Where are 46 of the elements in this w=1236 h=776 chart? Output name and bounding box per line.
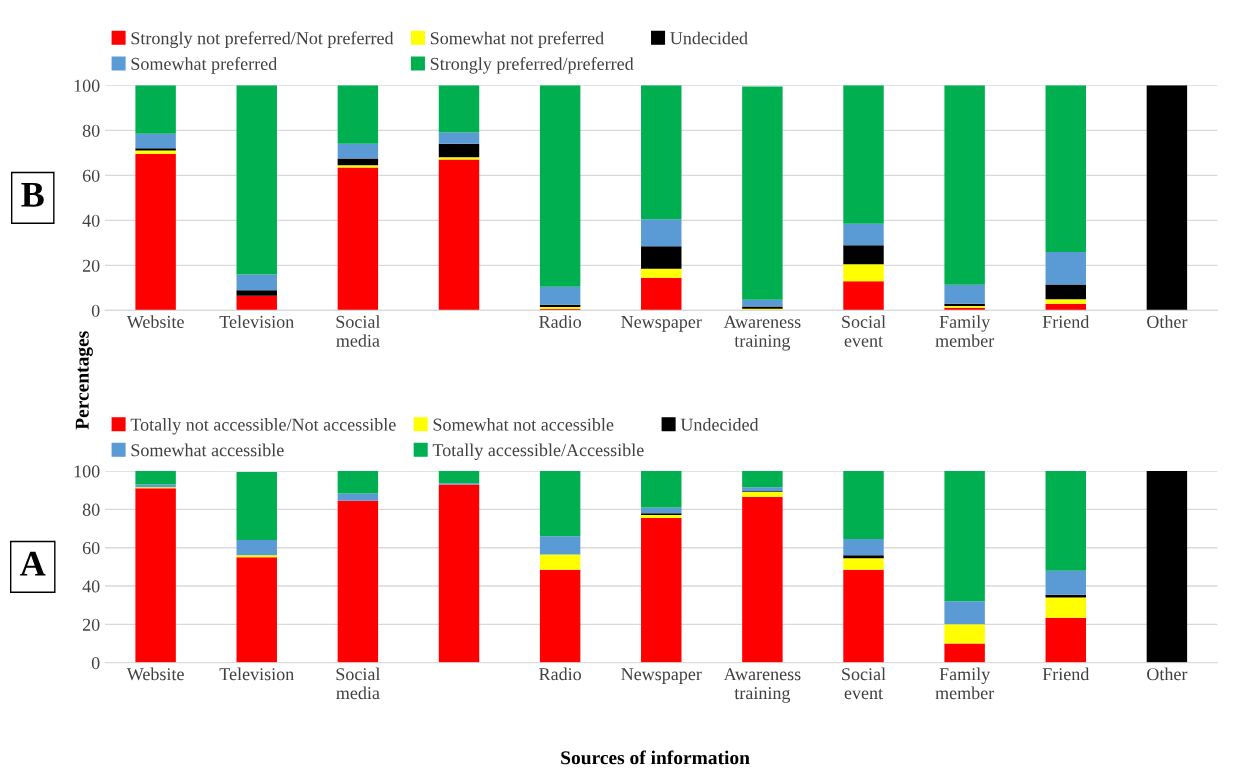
x-tick-label: Friend	[1042, 315, 1090, 328]
x-tick-label: Other	[1147, 315, 1188, 328]
x-tick-label: Newspaper	[621, 315, 702, 332]
y-tick-label: 80	[82, 503, 100, 516]
legend-label: Totally not accessible/Not accessible	[130, 418, 396, 435]
x-tick-label: Radio	[539, 667, 582, 681]
x-tick-label: Newspaper	[621, 668, 702, 684]
legend-label: Undecided	[680, 418, 759, 431]
y-tick-label: 20	[82, 618, 100, 631]
x-tick-label: Website	[126, 315, 184, 329]
legend-label: Strongly not preferred/Not preferred	[131, 31, 394, 49]
x-tick-label: Radio	[539, 315, 582, 328]
y-tick-label: 40	[82, 580, 100, 593]
x-tick-label: Social event	[842, 667, 886, 700]
y-tick-label: 100	[74, 79, 100, 92]
legend-label: Somewhat not preferred	[430, 31, 604, 48]
x-tick-label: Family member	[935, 315, 995, 347]
y-tick-label: 0	[91, 304, 100, 317]
x-tick-label: Awareness training	[723, 668, 801, 703]
x-axis-title: Sources of information	[561, 750, 750, 765]
x-tick-label: Television	[219, 667, 294, 681]
y-tick-label: 60	[82, 169, 100, 182]
x-tick-label: Other	[1147, 667, 1188, 681]
x-tick-label: Awareness training	[723, 315, 801, 351]
x-tick-label: Friend	[1042, 667, 1090, 681]
legend-label: Strongly preferred/preferred	[430, 57, 634, 74]
y-tick-label: 80	[82, 124, 100, 137]
x-tick-label: Social media	[336, 315, 381, 347]
y-tick-label: 60	[82, 541, 100, 555]
text: B	[21, 182, 44, 207]
x-tick-label: Television	[219, 315, 294, 328]
legend-label: Undecided	[670, 31, 748, 45]
x-tick-label: Family member	[935, 667, 995, 700]
x-tick-label: Social media	[336, 667, 381, 700]
text: A	[20, 551, 46, 576]
legend-label: Somewhat accessible	[131, 443, 284, 457]
x-tick-label: Social event	[842, 315, 886, 347]
legend-label: Somewhat not accessible	[433, 418, 614, 431]
y-tick-label: 0	[91, 656, 100, 670]
legend-label: Totally accessible/Accessible	[432, 443, 644, 460]
y-tick-label: 40	[82, 214, 100, 227]
y-axis-title: Percentages	[75, 331, 93, 430]
y-tick-label: 100	[74, 465, 100, 478]
x-tick-label: Website	[126, 667, 184, 681]
y-tick-label: 20	[82, 259, 100, 272]
legend-label: Somewhat preferred	[131, 57, 277, 74]
